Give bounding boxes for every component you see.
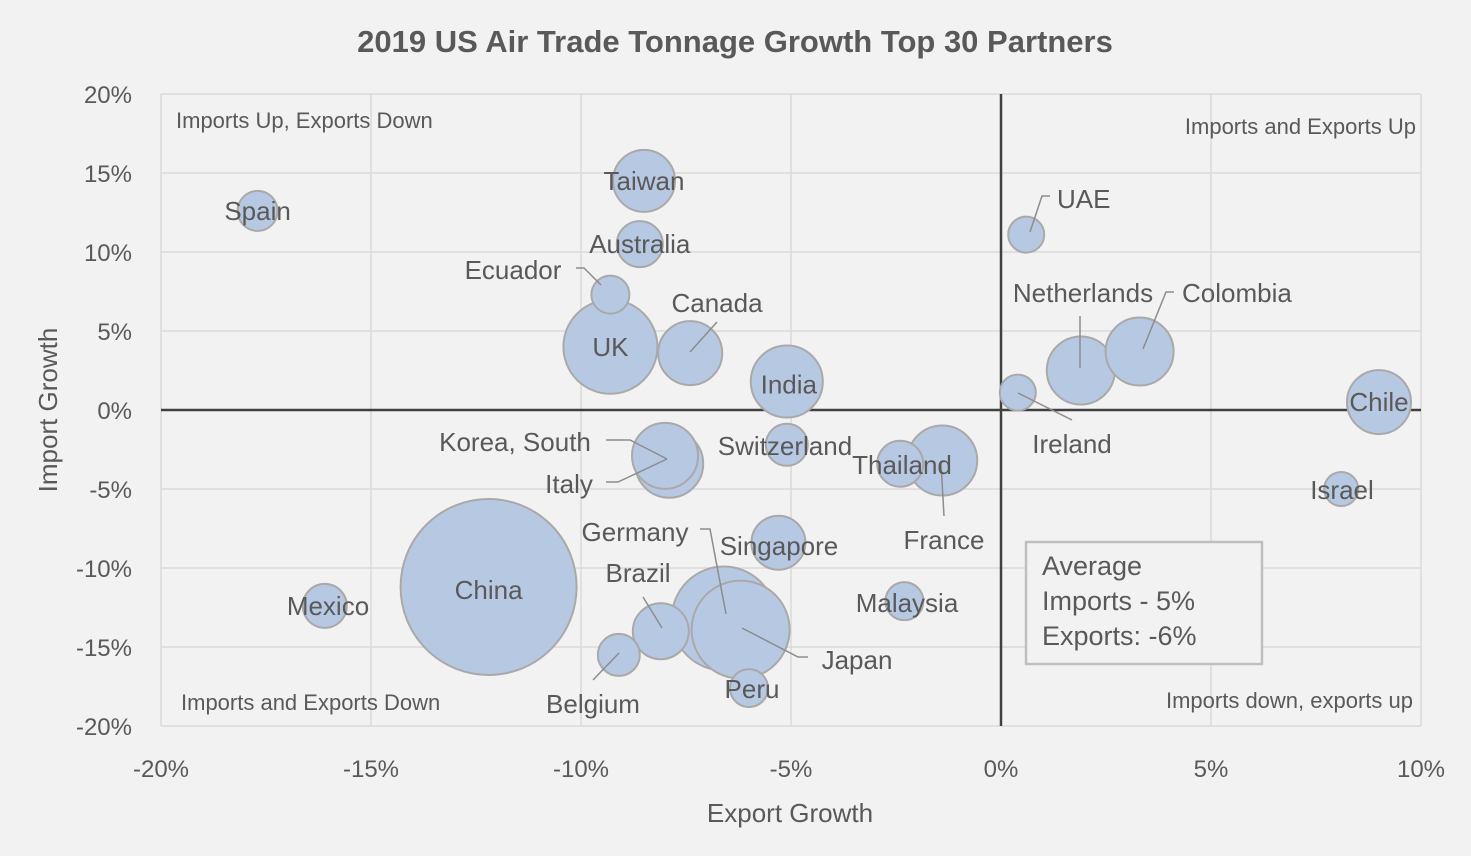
average-box-line2: Imports - 5%: [1042, 586, 1195, 616]
y-tick-label: 15%: [84, 161, 132, 188]
bubble-label-switzerland: Switzerland: [718, 431, 852, 461]
bubble-ecuador: [590, 274, 631, 315]
bubble-label-taiwan: Taiwan: [604, 166, 685, 196]
leader-lines: [576, 195, 1174, 681]
x-axis-title: Export Growth: [707, 798, 873, 828]
quadrant-label-bottom-left: Imports and Exports Down: [181, 690, 440, 715]
bubble-label-mexico: Mexico: [287, 591, 369, 621]
bubble-brazil: [631, 602, 690, 661]
y-tick-label: 0%: [97, 398, 132, 425]
bubble-malaysia: [884, 581, 925, 622]
quadrant-labels: Imports Up, Exports Down Imports and Exp…: [176, 108, 1416, 715]
y-tick-label: 10%: [84, 240, 132, 267]
bubble-label-peru: Peru: [725, 674, 780, 704]
quadrant-label-top-right: Imports and Exports Up: [1185, 114, 1416, 139]
y-tick-label: 20%: [84, 82, 132, 109]
chart-title: 2019 US Air Trade Tonnage Growth Top 30 …: [357, 24, 1113, 59]
leader-line-germany: [700, 528, 727, 615]
y-tick-label: -10%: [76, 556, 132, 583]
bubble-label-thailand: Thailand: [852, 450, 952, 480]
bubble-label-canada: Canada: [671, 288, 763, 318]
quadrant-label-top-left: Imports Up, Exports Down: [176, 108, 433, 133]
bubble-label-japan: Japan: [822, 645, 893, 675]
bubble-chile: [1346, 369, 1412, 436]
bubbles: [236, 148, 1412, 709]
bubble-israel: [1323, 471, 1360, 507]
x-tick-label: -20%: [133, 756, 189, 783]
bubble-label-china: China: [455, 575, 523, 605]
average-box: Average Imports - 5% Exports: -6%: [1024, 540, 1264, 666]
bubble-label-colombia: Colombia: [1182, 278, 1292, 308]
bubble-label-belgium: Belgium: [546, 689, 640, 719]
bubble-colombia: [1104, 316, 1175, 387]
bubble-label-india: India: [761, 370, 818, 400]
bubble-ireland: [998, 373, 1037, 412]
average-box-line1: Average: [1042, 551, 1142, 581]
bubble-label-germany: Germany: [582, 517, 689, 547]
bubble-label-chile: Chile: [1349, 387, 1408, 417]
bubble-label-korea-south: Korea, South: [439, 427, 591, 457]
bubble-singapore: [750, 514, 807, 571]
x-tick-label: -5%: [770, 756, 813, 783]
bubble-label-australia: Australia: [589, 229, 691, 259]
bubble-thailand: [876, 439, 925, 488]
bubble-korea-south: [631, 421, 699, 490]
bubble-india: [749, 344, 824, 419]
bubble-switzerland: [764, 422, 809, 467]
leader-line-japan: [741, 627, 808, 658]
leader-line-belgium: [592, 652, 620, 681]
bubble-china: [399, 497, 578, 676]
bubble-japan: [690, 579, 791, 680]
bubble-belgium: [596, 632, 641, 677]
bubble-label-france: France: [904, 525, 985, 555]
x-tick-label: -15%: [343, 756, 399, 783]
y-axis-title: Import Growth: [33, 328, 63, 493]
bubble-label-israel: Israel: [1310, 475, 1374, 505]
leader-line-brazil: [642, 596, 663, 629]
bubble-label-ecuador: Ecuador: [465, 255, 562, 285]
bubble-label-singapore: Singapore: [720, 531, 839, 561]
bubble-spain: [236, 189, 279, 232]
bubble-taiwan: [612, 148, 676, 213]
bubble-uae: [1007, 215, 1046, 254]
bubble-label-italy: Italy: [545, 469, 593, 499]
bubble-label-uk: UK: [592, 332, 629, 362]
leader-line-canada: [689, 321, 718, 353]
bubble-australia: [615, 220, 664, 269]
leader-line-italy: [606, 458, 668, 483]
bubble-label-uae: UAE: [1057, 184, 1110, 214]
x-tick-label: 10%: [1397, 756, 1445, 783]
x-tick-label: 0%: [984, 756, 1019, 783]
leader-line-ireland: [1017, 392, 1073, 421]
y-tick-label: -5%: [89, 477, 132, 504]
bubble-labels: Spain Taiwan Australia Ecuador UK Canada India…: [224, 166, 1408, 719]
leader-line-colombia: [1142, 291, 1174, 350]
leader-line-france: [940, 462, 945, 517]
y-tick-label: -20%: [76, 714, 132, 741]
leader-line-korea-south: [606, 439, 668, 460]
x-tick-label: 5%: [1194, 756, 1229, 783]
bubble-label-brazil: Brazil: [605, 558, 670, 588]
y-tick-label: 5%: [97, 319, 132, 346]
bubble-label-spain: Spain: [224, 196, 291, 226]
bubble-canada: [657, 320, 724, 387]
y-tick-label: -15%: [76, 635, 132, 662]
leader-line-uae: [1029, 195, 1050, 233]
bubble-label-malaysia: Malaysia: [856, 588, 959, 618]
bubble-netherlands: [1045, 335, 1116, 406]
bubble-peru: [729, 668, 769, 709]
bubble-label-ireland: Ireland: [1032, 429, 1112, 459]
average-box-line3: Exports: -6%: [1042, 621, 1197, 651]
bubble-mexico: [301, 582, 348, 629]
leader-line-ecuador: [576, 267, 602, 286]
tick-labels: -20% -15% -10% -5% 0% 5% 10% 20% 15% 10% 5% 0% -5% -1…: [76, 82, 1445, 783]
average-box-frame: [1024, 540, 1264, 666]
x-tick-label: -10%: [553, 756, 609, 783]
quadrant-label-bottom-right: Imports down, exports up: [1166, 688, 1413, 713]
bubble-label-netherlands: Netherlands: [1013, 278, 1153, 308]
